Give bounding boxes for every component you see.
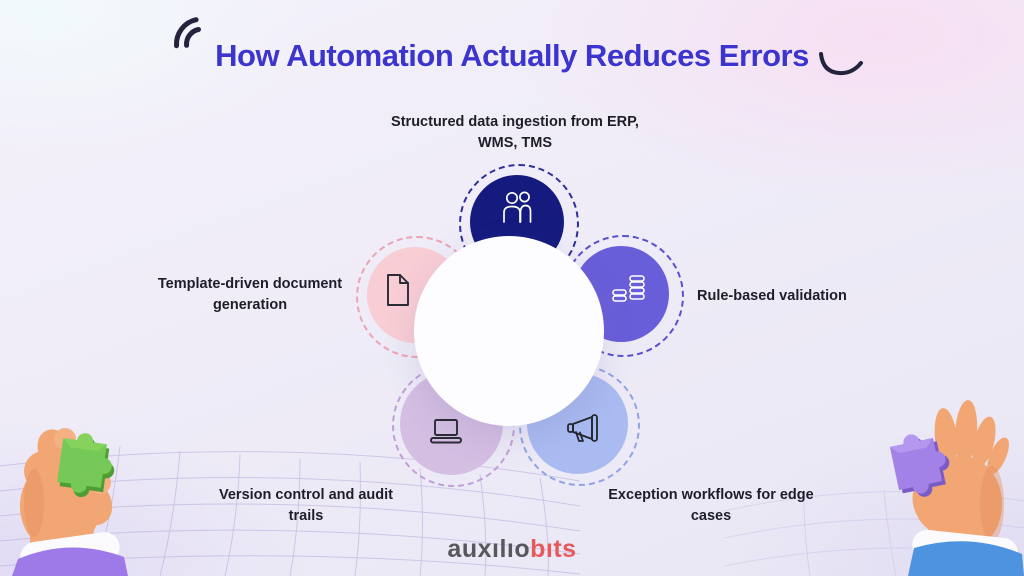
signal-waves-icon [174, 17, 201, 49]
puzzle-piece-purple [889, 434, 950, 497]
auxiliobits-logo: auxılıobıts [0, 535, 1024, 564]
node-label-structured-data: Structured data ingestion from ERP, WMS,… [391, 114, 639, 151]
node-label-template-generation: Template-driven document generation [157, 276, 343, 313]
hand-left-illustration [12, 428, 128, 576]
coins-icon [612, 275, 645, 302]
node-label-exception-workflows: Exception workflows for edge cases [608, 487, 814, 524]
document-icon [387, 274, 409, 306]
people-icon [503, 191, 532, 223]
page-title: How Automation Actually Reduces Errors [215, 38, 809, 73]
logo-text-accent: bıts [530, 535, 577, 563]
logo-text-primary: auxılıo [447, 535, 531, 563]
node-label-version-control: Version control and audit trails [218, 487, 394, 524]
hand-right-sleeve [908, 529, 1024, 576]
center-circle [414, 236, 604, 426]
puzzle-piece-green [57, 433, 115, 498]
laptop-icon [430, 419, 462, 444]
hand-right-illustration [889, 400, 1024, 576]
hand-left-sleeve [12, 532, 128, 576]
title-swoosh-icon [819, 52, 863, 76]
node-label-rule-validation: Rule-based validation [697, 288, 847, 304]
megaphone-icon [567, 414, 598, 442]
